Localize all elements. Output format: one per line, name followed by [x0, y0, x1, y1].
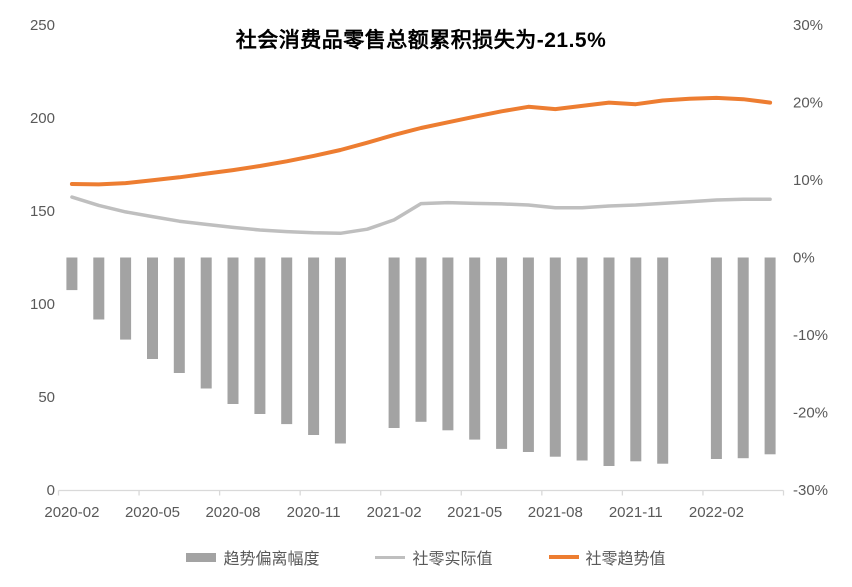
- x-axis-tick-label: 2020-05: [125, 504, 180, 521]
- right-axis-tick-label: -10%: [793, 327, 828, 344]
- left-axis-tick-label: 100: [30, 296, 55, 313]
- deviation-bar: [120, 257, 132, 340]
- left-axis-tick-label: 50: [38, 389, 55, 406]
- deviation-bar: [657, 257, 669, 464]
- right-axis-tick-label: -30%: [793, 482, 828, 499]
- deviation-bar: [737, 257, 749, 459]
- x-axis-tick-label: 2021-02: [367, 504, 422, 521]
- deviation-bar: [93, 257, 105, 320]
- x-axis-tick-label: 2020-08: [205, 504, 260, 521]
- right-axis-tick-label: -20%: [793, 405, 828, 422]
- deviation-bar: [764, 257, 776, 455]
- trend-line-swatch-icon: [548, 555, 579, 559]
- deviation-bar: [173, 257, 185, 373]
- deviation-bar: [469, 257, 481, 440]
- legend-label-deviation: 趋势偏离幅度: [223, 551, 320, 568]
- actual-value-line: [70, 195, 772, 236]
- legend-item-actual: 社零实际值: [375, 545, 493, 569]
- deviation-bar: [549, 257, 561, 457]
- deviation-bar: [334, 257, 346, 444]
- left-axis-tick-label: 150: [30, 203, 55, 220]
- x-axis-tick-label: 2022-02: [689, 504, 744, 521]
- left-axis-tick-label: 0: [47, 482, 55, 499]
- x-axis-tick-label: 2020-02: [44, 504, 99, 521]
- deviation-bar: [388, 257, 400, 428]
- left-axis-tick-label: 250: [30, 17, 55, 34]
- legend-label-actual: 社零实际值: [412, 551, 493, 568]
- deviation-bar: [576, 257, 588, 461]
- deviation-bar: [227, 257, 239, 404]
- actual-line-swatch-icon: [375, 555, 406, 559]
- deviation-bar: [147, 257, 158, 359]
- x-axis-tick-label: 2021-11: [609, 504, 663, 521]
- deviation-bar: [66, 257, 78, 291]
- deviation-bar: [308, 257, 320, 435]
- deviation-bar: [442, 257, 454, 431]
- legend-label-trend: 社零趋势值: [585, 551, 666, 568]
- x-axis-tick-label: 2020-11: [287, 504, 341, 521]
- deviation-bar: [630, 257, 642, 462]
- right-axis-tick-label: 20%: [793, 95, 823, 112]
- deviation-bar: [522, 257, 534, 452]
- chart-title: 社会消费品零售总额累积损失为-21.5%: [235, 29, 607, 52]
- deviation-bar: [710, 257, 722, 459]
- legend: 趋势偏离幅度 社零实际值 社零趋势值: [0, 545, 852, 569]
- legend-item-deviation: 趋势偏离幅度: [186, 545, 319, 569]
- trend-value-line: [69, 95, 773, 187]
- x-axis-tick-label: 2021-05: [447, 504, 502, 521]
- deviation-bar: [603, 257, 615, 466]
- right-axis-tick-label: 0%: [793, 250, 815, 267]
- deviation-bar: [254, 257, 266, 414]
- deviation-bar: [281, 257, 293, 425]
- legend-item-trend: 社零趋势值: [548, 545, 666, 569]
- right-axis-tick-label: 10%: [793, 172, 823, 189]
- deviation-bar: [415, 257, 427, 422]
- deviation-bar: [200, 257, 212, 389]
- left-axis-tick-label: 200: [30, 110, 55, 127]
- right-axis-tick-label: 30%: [793, 17, 823, 34]
- x-axis-tick-label: 2021-08: [528, 504, 583, 521]
- deviation-bar: [496, 257, 508, 449]
- bar-series-swatch-icon: [186, 552, 217, 562]
